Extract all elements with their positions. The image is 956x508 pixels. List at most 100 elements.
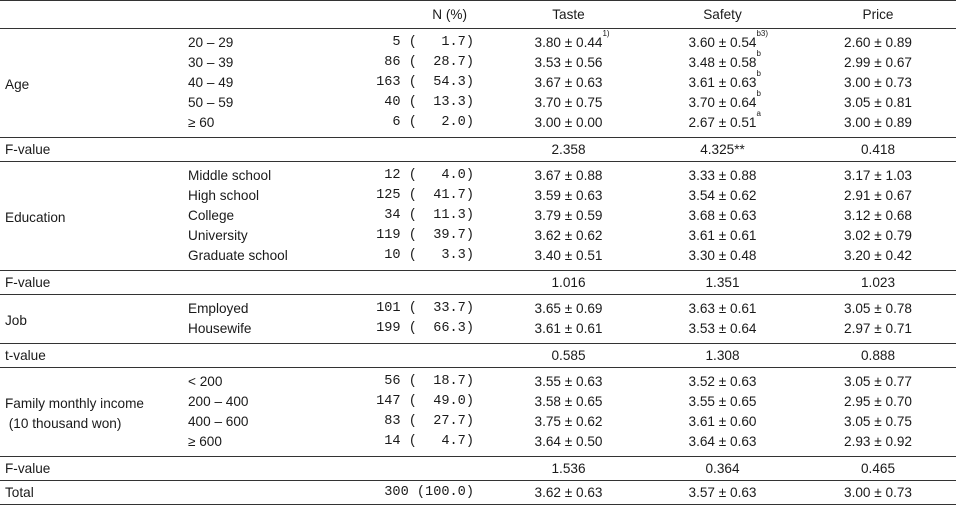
subgroup-label: College: [188, 208, 235, 223]
stat-taste: 0.585: [492, 343, 645, 368]
subgroup-label: Employed: [188, 301, 249, 316]
table-row: Age 20 – 29 5 ( 1.7) 3.80 ± 0.44 1) 3.60 ± 0.…: [0, 28, 956, 138]
subgroup-label: 30 – 39: [188, 55, 234, 70]
table-row: 200 – 400 147 ( 49.0) 3.58 ± 0.65 3.55 ± 0.…: [0, 392, 956, 412]
safety-cell: 3.61 ± 0.63 b: [645, 69, 800, 93]
price-cell: 2.93 ± 0.92: [800, 432, 956, 457]
taste-cell: 3.59 ± 0.63: [534, 188, 603, 203]
group-label: Age: [0, 28, 183, 138]
subgroup-label: ≥ 600: [183, 432, 376, 457]
stat-row: F-value 1.016 1.351 1.023: [0, 270, 956, 295]
n-pct-cell: 10 ( 3.3): [376, 246, 492, 271]
stat-label: F-value: [0, 456, 183, 481]
stat-blank: [376, 456, 492, 481]
table-row: High school 125 ( 41.7) 3.59 ± 0.63 3.54 ± …: [0, 186, 956, 206]
header-row: N (%) Taste Safety Price: [0, 0, 956, 29]
safety-cell-value: 3.48 ± 0.58 b: [688, 50, 761, 73]
safety-cell-text: 3.48 ± 0.58: [688, 55, 757, 70]
table-row: College 34 ( 11.3) 3.79 ± 0.59 3.68 ± 0.63 3…: [0, 206, 956, 226]
subgroup-label: < 200: [188, 374, 223, 389]
group-label-line2: (10 thousand won): [5, 416, 122, 431]
safety-cell: 3.61 ± 0.60: [688, 414, 757, 429]
taste-cell: 3.75 ± 0.62: [534, 414, 603, 429]
safety-cell-value: 3.60 ± 0.54 b3): [689, 30, 769, 53]
stat-blank: [376, 137, 492, 162]
taste-cell: 3.40 ± 0.51: [492, 246, 645, 271]
table-row: Family monthly income (10 thousand won) <…: [0, 367, 956, 457]
stat-blank: [183, 137, 376, 162]
safety-cell-text: 2.67 ± 0.51: [688, 115, 757, 130]
total-row: Total 300 (100.0) 3.62 ± 0.63 3.57 ± 0.63 3.…: [0, 480, 956, 505]
price-cell: 2.97 ± 0.71: [800, 319, 956, 344]
subgroup-label: High school: [188, 188, 260, 203]
price-cell: 2.99 ± 0.67: [844, 55, 912, 70]
n-pct-cell: 40 ( 13.3): [384, 95, 474, 110]
stat-label: F-value: [0, 270, 183, 295]
stat-taste: 1.536: [492, 456, 645, 481]
stat-blank: [183, 343, 376, 368]
group-label: Family monthly income (10 thousand won): [0, 367, 183, 457]
stat-label: F-value: [0, 137, 183, 162]
table-row: 30 – 39 86 ( 28.7) 3.53 ± 0.56 3.48 ± 0.58 b…: [0, 50, 956, 73]
group-label-line1: Age: [5, 77, 30, 92]
taste-cell: 3.67 ± 0.63: [534, 75, 603, 90]
header-safety: Safety: [645, 0, 800, 29]
header-price: Price: [800, 0, 956, 29]
stat-taste: 2.358: [492, 137, 645, 162]
subgroup-label: Middle school: [188, 168, 272, 183]
safety-cell: 3.64 ± 0.63: [645, 432, 800, 457]
safety-cell-value: 3.70 ± 0.64 b: [688, 90, 761, 113]
total-price: 3.00 ± 0.73: [800, 480, 956, 505]
n-pct-cell: 5 ( 1.7): [392, 35, 474, 50]
stat-blank: [183, 456, 376, 481]
safety-cell: 3.30 ± 0.48: [645, 246, 800, 271]
table-row: Graduate school 10 ( 3.3) 3.40 ± 0.51 3.30 …: [0, 246, 956, 271]
n-pct-cell: 34 ( 11.3): [384, 208, 474, 223]
price-cell: 3.00 ± 0.89: [800, 113, 956, 138]
n-pct-cell: 14 ( 4.7): [376, 432, 492, 457]
stat-blank: [183, 270, 376, 295]
n-pct-cell: 199 ( 66.3): [376, 319, 492, 344]
group-label-line1: Job: [5, 313, 27, 328]
safety-cell: 3.60 ± 0.54 b3): [645, 29, 800, 54]
total-taste: 3.62 ± 0.63: [492, 480, 645, 505]
group-label-line1: Education: [5, 210, 66, 225]
stat-row: F-value 2.358 4.325** 0.418: [0, 137, 956, 162]
subgroup-label: ≥ 60: [183, 113, 376, 138]
table-row: ≥ 600 14 ( 4.7) 3.64 ± 0.50 3.64 ± 0.63 2.93…: [0, 432, 956, 457]
taste-cell: 3.62 ± 0.62: [534, 228, 603, 243]
subgroup-label: 400 – 600: [188, 414, 249, 429]
stat-taste: 1.016: [492, 270, 645, 295]
safety-cell: 3.55 ± 0.65: [688, 394, 757, 409]
n-pct-cell: 6 ( 2.0): [376, 113, 492, 138]
taste-cell-text: 3.80 ± 0.44: [534, 35, 603, 50]
stat-safety: 1.308: [645, 343, 800, 368]
safety-cell-text: 3.70 ± 0.64: [688, 95, 757, 110]
safety-cell-footnote-mark: b: [756, 69, 761, 78]
taste-cell: 3.79 ± 0.59: [534, 208, 603, 223]
subgroup-label: 200 – 400: [188, 394, 249, 409]
safety-cell: 3.48 ± 0.58 b: [645, 50, 800, 73]
header-blank-1: [0, 0, 183, 29]
taste-cell: 3.70 ± 0.75: [534, 95, 603, 110]
group-label-line1: Family monthly income: [5, 396, 144, 411]
price-cell: 2.91 ± 0.67: [844, 188, 912, 203]
safety-cell: 3.61 ± 0.61: [688, 228, 757, 243]
safety-cell-value: 2.67 ± 0.51 a: [688, 110, 761, 133]
table-row: Housewife 199 ( 66.3) 3.61 ± 0.61 3.53 ± 0.…: [0, 319, 956, 344]
n-pct-cell: 86 ( 28.7): [384, 55, 474, 70]
stat-blank: [376, 343, 492, 368]
table-row: 50 – 59 40 ( 13.3) 3.70 ± 0.75 3.70 ± 0.64 b…: [0, 90, 956, 113]
stat-price: 1.023: [800, 270, 956, 295]
table-row: 40 – 49 163 ( 54.3) 3.67 ± 0.63 3.61 ± 0.63…: [0, 69, 956, 93]
safety-cell: 3.33 ± 0.88: [688, 168, 757, 183]
safety-cell-value: 3.61 ± 0.63 b: [689, 69, 761, 93]
stat-blank: [376, 270, 492, 295]
price-cell: 3.12 ± 0.68: [844, 208, 912, 223]
table-body: Age 20 – 29 5 ( 1.7) 3.80 ± 0.44 1) 3.60 ± 0.…: [0, 28, 956, 505]
safety-cell: 3.63 ± 0.61: [688, 301, 757, 316]
subgroup-label: 20 – 29: [188, 35, 234, 50]
subgroup-label: University: [188, 228, 248, 243]
n-pct-cell: 119 ( 39.7): [376, 228, 474, 243]
price-cell: 3.20 ± 0.42: [800, 246, 956, 271]
